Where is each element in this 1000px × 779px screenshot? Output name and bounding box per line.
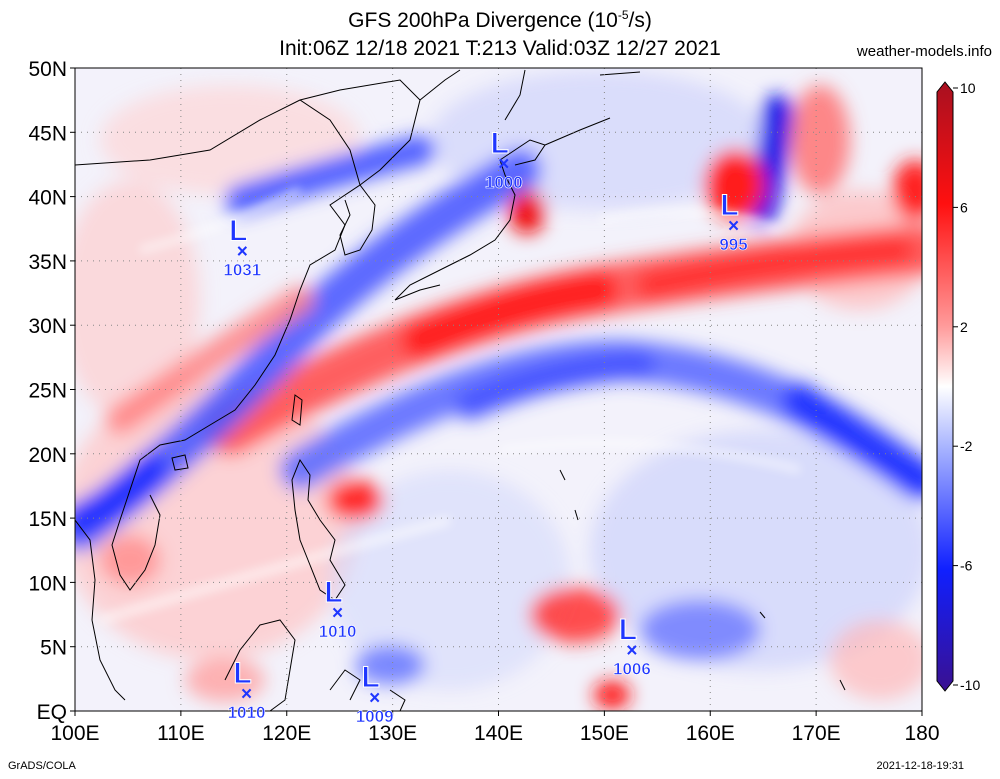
low-pressure-value: 1031: [223, 261, 261, 280]
lat-label: 10N: [28, 572, 67, 595]
low-pressure-markers: L×1000L×995L×1031L×1010L×1010L×1009L×100…: [223, 127, 748, 726]
lat-label: 30N: [28, 315, 67, 338]
colorbar-labels: 10 6 2 -2 -6 -10: [953, 80, 980, 693]
footer-timestamp: 2021-12-18-19:31: [876, 760, 964, 772]
low-marker: L×1010: [318, 575, 357, 641]
colorbar-label: -6: [960, 558, 973, 574]
lon-label: 110E: [157, 722, 205, 745]
low-cross: ×: [498, 154, 509, 175]
map-title: GFS 200hPa Divergence (10-5/s): [348, 8, 652, 32]
lon-label: 120E: [262, 722, 311, 745]
lat-label: 50N: [28, 58, 67, 81]
map-subtitle: Init:06Z 12/18 2021 T:213 Valid:03Z 12/2…: [279, 37, 721, 60]
low-cross: ×: [626, 640, 637, 661]
low-letter: L: [720, 189, 738, 222]
lat-label: EQ: [37, 701, 67, 724]
colorbar-label: 6: [960, 199, 968, 215]
divergence-field: [75, 68, 922, 711]
lon-label: 130E: [368, 722, 417, 745]
coastlines: [75, 69, 846, 711]
lon-label: 140E: [474, 722, 523, 745]
lat-label: 45N: [28, 122, 67, 145]
low-pressure-value: 1010: [228, 703, 266, 722]
low-cross: ×: [237, 242, 248, 263]
latitude-labels: 50N 45N 40N 35N 30N 25N 20N 15N 10N 5N EQ: [28, 58, 75, 724]
low-pressure-value: 995: [719, 235, 747, 254]
low-marker: L×1010: [227, 656, 266, 722]
colorbar-label: -2: [960, 438, 973, 454]
low-marker: L×1006: [613, 613, 651, 679]
lon-label: 150E: [580, 722, 629, 745]
low-marker: L×1009: [355, 660, 394, 726]
low-pressure-value: 1009: [356, 707, 394, 726]
lat-label: 40N: [28, 187, 67, 210]
low-letter: L: [491, 127, 509, 160]
colorbar: 10 6 2 -2 -6 -10: [936, 80, 980, 693]
lat-label: 25N: [28, 380, 67, 403]
low-pressure-value: 1010: [319, 622, 357, 641]
lon-label: 100E: [50, 722, 99, 745]
lon-label: 160E: [686, 722, 735, 745]
colorbar-label: 10: [960, 80, 976, 96]
lat-label: 5N: [40, 637, 67, 660]
lon-label: 180: [904, 722, 939, 745]
low-cross: ×: [241, 684, 252, 705]
low-letter: L: [229, 215, 247, 248]
longitude-labels: 100E 110E 120E 130E 140E 150E 160E 170E 180: [50, 711, 940, 745]
site-watermark: weather-models.info: [856, 43, 992, 60]
lat-label: 35N: [28, 251, 67, 274]
low-letter: L: [324, 576, 342, 609]
low-marker: L×995: [719, 188, 748, 254]
low-letter: L: [619, 613, 637, 646]
low-letter: L: [361, 661, 379, 694]
low-cross: ×: [728, 216, 739, 237]
low-marker: L×1000: [485, 127, 523, 193]
low-marker: L×1031: [223, 214, 261, 280]
colorbar-label: -10: [960, 677, 980, 693]
low-letter: L: [233, 657, 251, 690]
low-cross: ×: [369, 688, 380, 709]
colorbar-label: 2: [960, 319, 968, 335]
lon-label: 170E: [792, 722, 841, 745]
lat-label: 20N: [28, 444, 67, 467]
lat-label: 15N: [28, 508, 67, 531]
low-cross: ×: [332, 603, 343, 624]
footer-credit: GrADS/COLA: [8, 760, 76, 772]
low-pressure-value: 1000: [485, 173, 523, 192]
low-pressure-value: 1006: [613, 659, 651, 678]
